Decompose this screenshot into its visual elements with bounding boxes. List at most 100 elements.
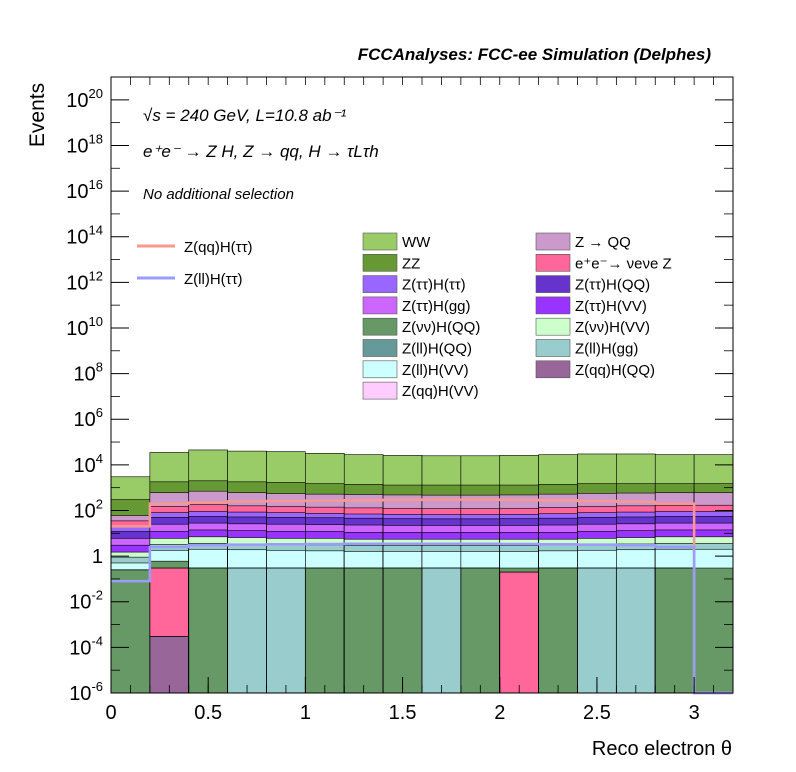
x-axis-label: Reco electron θ <box>592 738 732 760</box>
x-tick-label: 2 <box>494 702 505 724</box>
y-axis: 10-610-410-21102104106108101010121014101… <box>66 86 733 705</box>
bar-bottom <box>577 567 617 694</box>
y-tick-base: 10 <box>66 90 88 112</box>
bar-stack <box>693 567 734 694</box>
y-tick-base: 10 <box>66 227 88 249</box>
legend-fill-label: Z(ll)H(gg) <box>575 341 638 358</box>
y-tick-exponent: 16 <box>89 177 103 192</box>
y-tick-exponent: 14 <box>89 223 103 238</box>
legend-fill-label: Z(ττ)H(VV) <box>575 298 647 315</box>
y-tick-label: 102 <box>74 496 103 522</box>
legend-fill-swatch <box>535 275 571 293</box>
y-tick-exponent: 18 <box>89 131 103 146</box>
bar-bottom <box>149 636 190 694</box>
y-tick-base: 10 <box>69 683 91 705</box>
legend-fill-label: Z(qq)H(VV) <box>402 383 479 400</box>
y-tick-base: 10 <box>74 409 96 431</box>
y-tick-label: 1014 <box>66 223 103 249</box>
legend-fill-swatch <box>535 232 571 251</box>
y-tick-exponent: -2 <box>91 588 103 603</box>
y-tick-exponent: 8 <box>96 360 103 375</box>
y-tick-base: 10 <box>69 592 91 614</box>
legend-fill-label: Z(ττ)H(gg) <box>402 298 471 315</box>
legend-fill-label: Z(νν)H(VV) <box>575 319 650 336</box>
y-tick-label: 1010 <box>66 314 103 340</box>
y-tick-label: 108 <box>74 360 103 386</box>
y-tick-exponent: 6 <box>96 405 103 420</box>
y-tick-exponent: 10 <box>89 314 103 329</box>
x-tick-label: 1 <box>300 702 311 724</box>
y-tick-label: 10-2 <box>69 588 103 614</box>
bar-bottom <box>110 569 151 694</box>
legend-fill-swatch <box>535 339 571 357</box>
bar-bottom <box>499 571 540 694</box>
legend-fill-swatch <box>362 232 398 251</box>
y-tick-label: 104 <box>74 451 103 477</box>
x-tick-label: 0.5 <box>194 702 222 724</box>
legend-fill-swatch <box>535 317 571 336</box>
bar-bottom <box>460 567 501 694</box>
legend-fill-swatch <box>535 360 571 379</box>
legend-fill-label: e⁺e⁻→ νeνe Z <box>575 255 672 272</box>
bar-bottom <box>654 567 695 694</box>
y-axis-label: Events <box>26 83 49 147</box>
x-tick-label: 2.5 <box>583 702 611 724</box>
y-tick-label: 106 <box>74 405 103 431</box>
x-tick-label: 1.5 <box>389 702 417 724</box>
legend: Z(qq)H(ττ) Z(ll)H(ττ) WW ZZ Z(ττ)H(ττ) Z(ττ)H… <box>137 232 672 400</box>
y-tick-base: 10 <box>66 318 88 340</box>
y-tick-label: 1020 <box>66 86 103 112</box>
legend-fill-label: Z(ττ)H(ττ) <box>402 277 466 294</box>
legend-fill-label: Z(νν)H(QQ) <box>402 319 480 336</box>
x-tick-label: 3 <box>689 702 700 724</box>
legend-fill-swatch <box>362 381 398 400</box>
legend-fill-label: Z(ττ)H(QQ) <box>575 277 650 294</box>
bar-bottom <box>382 567 423 694</box>
y-tick-label: 1012 <box>66 268 103 294</box>
histogram-bars <box>110 449 734 694</box>
legend-fill-label: WW <box>402 234 431 251</box>
y-tick-label: 1018 <box>66 131 103 157</box>
legend-fill-swatch <box>362 339 398 357</box>
y-tick-label: 1016 <box>66 177 103 203</box>
bar-bottom <box>227 567 267 694</box>
legend-fill-swatch <box>362 254 398 272</box>
y-tick-base: 10 <box>69 637 91 659</box>
x-tick-label: 0 <box>105 702 116 724</box>
y-tick-base: 10 <box>74 455 96 477</box>
y-tick-label: 10-6 <box>69 679 103 705</box>
legend-fill-swatch <box>362 296 398 315</box>
bar-bottom <box>304 567 345 694</box>
y-tick-exponent: 20 <box>89 86 103 101</box>
legend-fill-label: Z(qq)H(QQ) <box>575 362 655 379</box>
line-series-path <box>111 498 733 695</box>
bar-bottom <box>538 567 578 694</box>
y-tick-exponent: 2 <box>96 496 103 511</box>
y-tick-base: 10 <box>66 135 88 157</box>
y-tick-base: 10 <box>74 500 96 522</box>
line-series <box>111 498 733 695</box>
line-series-path <box>111 542 733 695</box>
annotation-energy: √s = 240 GeV, L=10.8 ab⁻¹ <box>143 106 347 125</box>
y-tick-base: 10 <box>66 181 88 203</box>
bar-bottom <box>421 567 462 694</box>
legend-fill-swatch <box>535 296 571 315</box>
y-tick-base: 10 <box>66 272 88 294</box>
x-axis: 0 0.5 1 1.5 2 2.5 3 <box>105 77 734 724</box>
legend-fill-swatch <box>362 360 398 379</box>
y-tick-exponent: 4 <box>96 451 103 466</box>
legend-fill-swatch <box>362 317 398 336</box>
y-tick-label: 10-4 <box>69 633 103 659</box>
chart-title: FCCAnalyses: FCC-ee Simulation (Delphes) <box>358 45 712 64</box>
legend-line-label: Z(ll)H(ττ) <box>184 271 243 288</box>
annotation-selection: No additional selection <box>143 186 294 203</box>
legend-fill-label: ZZ <box>402 255 420 272</box>
y-tick-exponent: -6 <box>91 679 103 694</box>
bar-bottom <box>615 567 656 694</box>
legend-line-label: Z(qq)H(ττ) <box>184 239 253 256</box>
y-tick-exponent: 12 <box>89 268 103 283</box>
bar-bottom <box>188 567 229 694</box>
legend-fill-label: Z(ll)H(QQ) <box>402 341 472 358</box>
